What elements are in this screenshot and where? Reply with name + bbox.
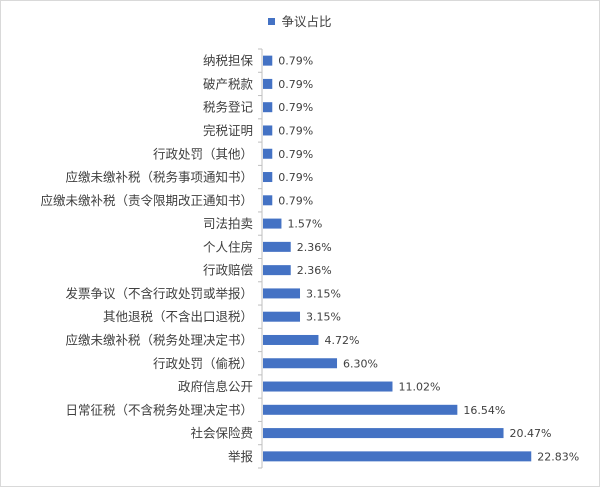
bar bbox=[263, 148, 273, 159]
data-label: 22.83% bbox=[537, 450, 579, 463]
data-label: 20.47% bbox=[510, 427, 552, 440]
data-label: 0.79% bbox=[278, 101, 313, 114]
category-label: 行政赔偿 bbox=[203, 263, 253, 278]
bar bbox=[263, 311, 301, 322]
data-label: 0.79% bbox=[278, 171, 313, 184]
data-label: 2.36% bbox=[297, 264, 332, 277]
bar bbox=[263, 428, 504, 439]
data-label: 16.54% bbox=[463, 404, 505, 417]
category-label: 行政处罚（偷税） bbox=[153, 356, 253, 371]
category-label: 社会保险费 bbox=[190, 426, 253, 441]
category-label: 完税证明 bbox=[203, 123, 253, 138]
data-label: 0.79% bbox=[278, 55, 313, 68]
legend: 争议占比 bbox=[0, 11, 600, 30]
category-label: 纳税担保 bbox=[203, 53, 254, 68]
data-label: 2.36% bbox=[297, 241, 332, 254]
data-label: 11.02% bbox=[398, 381, 440, 394]
bar bbox=[263, 288, 301, 299]
bar bbox=[263, 404, 458, 415]
category-label: 行政处罚（其他） bbox=[153, 146, 253, 161]
bar bbox=[263, 358, 338, 369]
category-label: 发票争议（不含行政处罚或举报） bbox=[65, 286, 253, 301]
bar bbox=[263, 78, 273, 89]
legend-label: 争议占比 bbox=[281, 14, 332, 29]
category-label: 应缴未缴补税（税务事项通知书） bbox=[65, 170, 253, 185]
data-label: 0.79% bbox=[278, 148, 313, 161]
bar bbox=[263, 241, 291, 252]
category-label: 司法拍卖 bbox=[203, 216, 253, 231]
bar bbox=[263, 55, 273, 66]
data-label: 0.79% bbox=[278, 194, 313, 207]
bar bbox=[263, 381, 393, 392]
bar bbox=[263, 102, 273, 113]
bar bbox=[263, 265, 291, 276]
category-label: 举报 bbox=[228, 449, 254, 464]
data-label: 3.15% bbox=[306, 311, 341, 324]
legend-swatch bbox=[268, 18, 276, 25]
bar bbox=[263, 195, 273, 206]
category-label: 日常征税（不含税务处理决定书） bbox=[65, 402, 253, 417]
category-label: 税务登记 bbox=[203, 100, 254, 115]
category-label: 政府信息公开 bbox=[178, 379, 253, 394]
bar bbox=[263, 172, 273, 183]
bar bbox=[263, 218, 282, 229]
data-label: 1.57% bbox=[287, 218, 322, 231]
bar bbox=[263, 451, 532, 462]
bar bbox=[263, 334, 319, 345]
data-label: 0.79% bbox=[278, 78, 313, 91]
data-label: 6.30% bbox=[343, 357, 378, 370]
category-label: 应缴未缴补税（税务处理决定书） bbox=[65, 332, 253, 347]
category-label: 破产税款 bbox=[203, 76, 254, 91]
data-label: 4.72% bbox=[324, 334, 359, 347]
data-label: 0.79% bbox=[278, 124, 313, 137]
category-label: 个人住房 bbox=[203, 239, 253, 254]
category-label: 应缴未缴补税（责令限期改正通知书） bbox=[40, 193, 253, 208]
category-label: 其他退税（不含出口退税） bbox=[103, 309, 253, 324]
bar bbox=[263, 125, 273, 136]
data-label: 3.15% bbox=[306, 287, 341, 300]
